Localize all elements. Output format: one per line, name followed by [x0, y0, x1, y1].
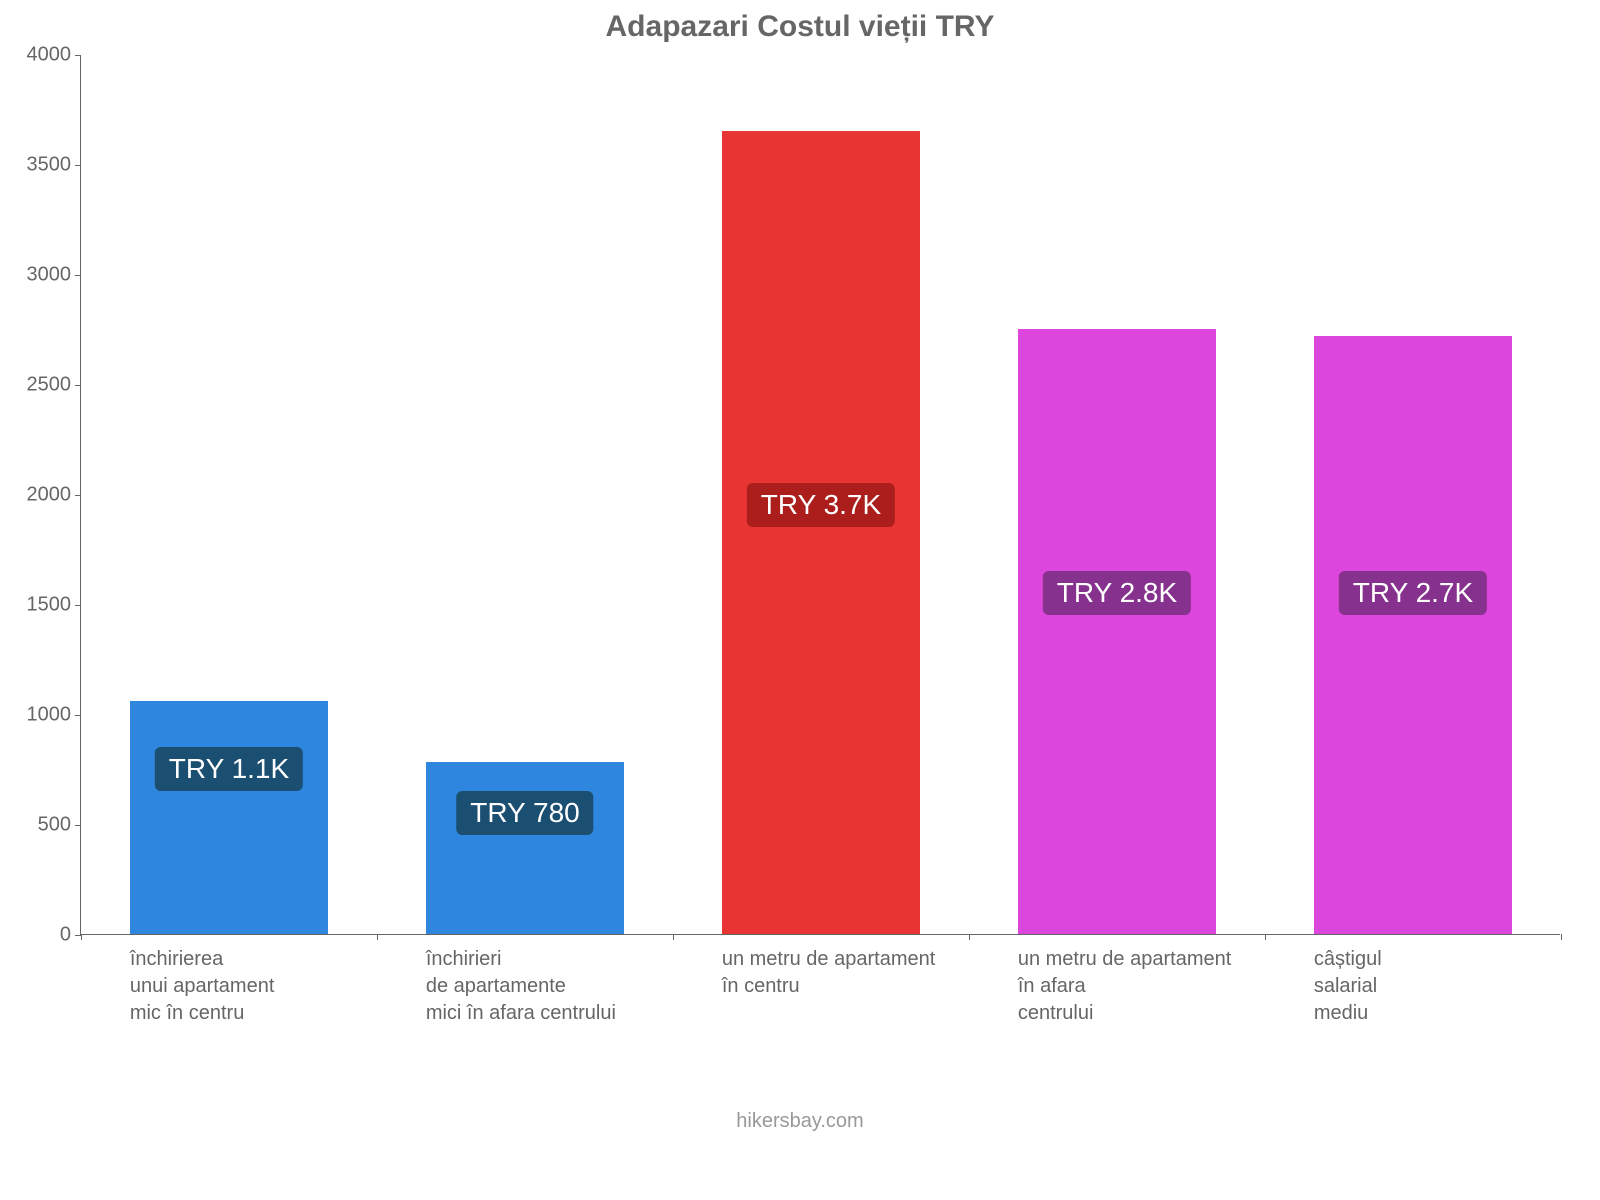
y-tick-label: 3000 — [27, 264, 82, 287]
x-tick-mark — [81, 934, 82, 940]
bar: TRY 780 — [426, 762, 624, 934]
x-category-label: închiriereaunui apartamentmic în centru — [130, 946, 275, 1027]
y-tick-label: 3500 — [27, 154, 82, 177]
bar-value-label: TRY 2.8K — [1043, 571, 1191, 615]
x-tick-mark — [969, 934, 970, 940]
y-tick-label: 1500 — [27, 594, 82, 617]
x-category-label: un metru de apartamentîn afaracentrului — [1018, 946, 1231, 1027]
y-tick-label: 2000 — [27, 484, 82, 507]
y-tick-label: 500 — [38, 814, 81, 837]
chart-plot-area: TRY 1.1KTRY 780TRY 3.7KTRY 2.8KTRY 2.7K … — [80, 55, 1560, 935]
bars-container: TRY 1.1K TRY 780 TRY 3.7K TRY 2.8K TRY 2.7K — [81, 55, 1560, 934]
x-category-label: un metru de apartamentîn centru — [722, 946, 935, 1000]
x-tick-mark — [1265, 934, 1266, 940]
y-tick-label: 0 — [60, 924, 81, 947]
x-tick-mark — [1561, 934, 1562, 940]
bar-value-label: TRY 2.7K — [1339, 571, 1487, 615]
x-category-label: închirieride apartamentemici în afara ce… — [426, 946, 616, 1027]
bar: TRY 3.7K — [722, 131, 920, 934]
bar: TRY 1.1K — [130, 701, 328, 934]
y-tick-label: 1000 — [27, 704, 82, 727]
y-tick-label: 4000 — [27, 44, 82, 67]
y-tick-label: 2500 — [27, 374, 82, 397]
bar: TRY 2.8K — [1018, 329, 1216, 934]
attribution-text: hikersbay.com — [0, 1110, 1600, 1133]
x-category-label: câștigulsalarialmediu — [1314, 946, 1382, 1027]
x-tick-mark — [673, 934, 674, 940]
bar-value-label: TRY 3.7K — [747, 483, 895, 527]
bar: TRY 2.7K — [1314, 336, 1512, 934]
bar-value-label: TRY 780 — [456, 791, 593, 835]
chart-title: Adapazari Costul vieții TRY — [0, 10, 1600, 44]
bar-value-label: TRY 1.1K — [155, 747, 303, 791]
x-tick-mark — [377, 934, 378, 940]
